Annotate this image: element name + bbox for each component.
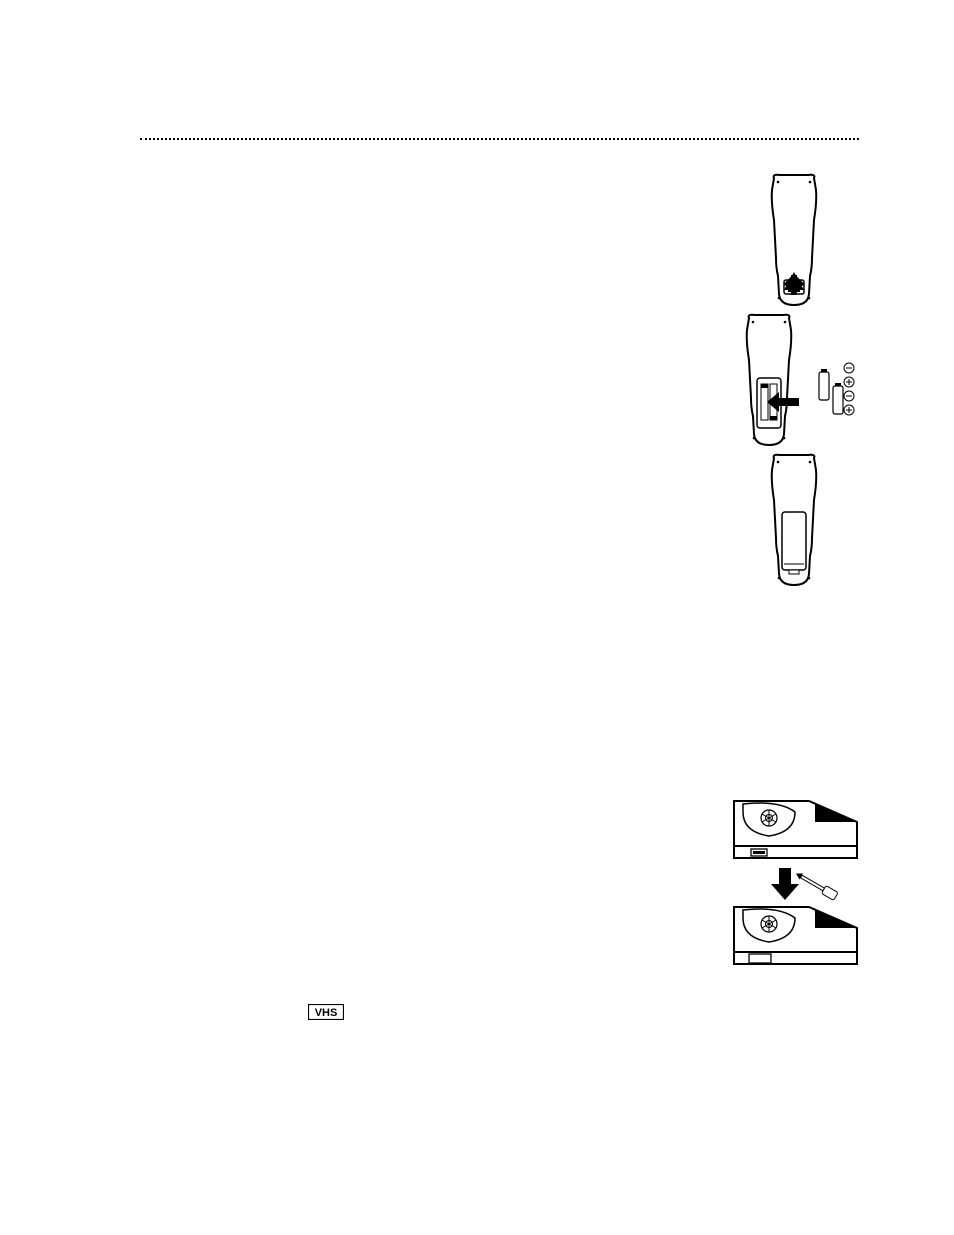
- remote-back-cover-remove-icon: [754, 172, 834, 312]
- vhs-logo-icon: VHS: [308, 1004, 344, 1020]
- remote-back-cover-closed-icon: [754, 452, 834, 592]
- remote-back-insert-batteries-icon: [729, 312, 859, 452]
- dotted-divider: [140, 138, 859, 140]
- page: VHS: [0, 0, 954, 1235]
- cassette-tab-intact-icon: [729, 796, 859, 866]
- arrow-down-with-tool-icon: [729, 866, 859, 902]
- remote-battery-illustrations: [729, 172, 859, 592]
- cassette-tab-removed-icon: [729, 902, 859, 972]
- cassette-tab-illustrations: [729, 796, 859, 972]
- vhs-logo-text: VHS: [315, 1007, 338, 1019]
